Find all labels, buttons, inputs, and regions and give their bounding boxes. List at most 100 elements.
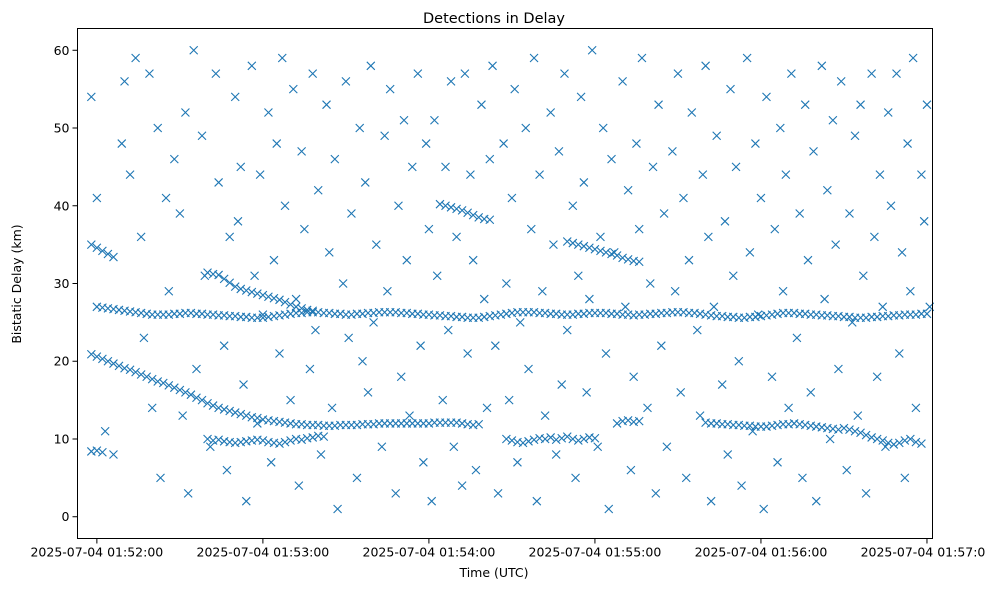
data-point <box>535 170 544 180</box>
data-point <box>239 380 248 389</box>
data-point <box>513 457 522 467</box>
data-point <box>477 100 486 110</box>
data-point <box>759 504 769 514</box>
data-point <box>230 408 240 417</box>
data-point <box>427 496 437 506</box>
data-point <box>330 154 340 164</box>
data-point <box>850 131 860 141</box>
data-point <box>762 92 771 102</box>
data-point <box>623 185 633 195</box>
data-point <box>471 465 481 475</box>
data-point <box>767 372 777 382</box>
data-point <box>286 395 295 405</box>
data-point <box>280 437 290 447</box>
data-point <box>839 423 849 433</box>
data-point <box>200 271 210 281</box>
data-point <box>806 387 816 397</box>
data-point <box>861 489 871 498</box>
data-point <box>175 209 185 218</box>
data-point <box>809 146 818 156</box>
data-point <box>612 419 622 428</box>
data-point <box>701 61 710 71</box>
data-point <box>109 252 118 262</box>
data-point <box>886 201 896 211</box>
data-point <box>205 442 215 452</box>
data-point <box>98 447 107 457</box>
data-point <box>131 53 140 63</box>
data-point <box>626 465 636 475</box>
data-point <box>889 440 899 449</box>
data-point <box>601 349 611 358</box>
data-point <box>598 123 608 133</box>
data-point <box>269 293 279 303</box>
data-point <box>540 411 550 421</box>
data-point <box>103 356 113 366</box>
data-point <box>441 162 450 172</box>
data-point <box>687 108 697 117</box>
data-point <box>183 489 193 498</box>
data-point <box>255 170 265 180</box>
data-point <box>338 279 348 288</box>
data-point <box>651 489 661 498</box>
data-point <box>258 436 268 445</box>
data-markers <box>86 45 935 514</box>
data-point <box>792 333 802 343</box>
data-point <box>582 387 592 397</box>
data-point <box>369 317 378 327</box>
data-point <box>659 209 669 218</box>
data-point <box>751 139 760 148</box>
data-point <box>524 436 533 446</box>
data-point <box>726 84 735 94</box>
data-point <box>446 76 456 86</box>
data-point <box>670 286 680 296</box>
data-point <box>775 123 785 133</box>
data-point <box>634 416 644 426</box>
data-point <box>576 92 586 102</box>
data-point <box>781 170 791 180</box>
data-point <box>457 206 467 215</box>
data-point <box>676 387 686 397</box>
data-point <box>737 481 746 491</box>
data-point <box>861 430 871 440</box>
data-point <box>778 286 788 296</box>
data-point <box>468 255 478 265</box>
data-point <box>225 232 235 242</box>
data-point <box>681 473 691 483</box>
data-point <box>883 108 893 117</box>
data-point <box>856 100 865 110</box>
data-point <box>562 325 572 335</box>
data-point <box>385 84 395 94</box>
data-point <box>872 372 882 382</box>
data-point <box>92 446 102 456</box>
data-point <box>654 100 663 110</box>
data-point <box>894 349 904 358</box>
data-point <box>596 246 605 256</box>
data-point <box>100 426 110 436</box>
data-point <box>311 325 320 335</box>
data-point <box>117 139 127 148</box>
data-point <box>479 294 489 304</box>
x-axis: 2025-07-04 01:52:00 2025-07-04 01:53:00 20… <box>30 538 986 560</box>
data-point <box>847 317 857 327</box>
y-tick-label: 10 <box>54 431 70 446</box>
data-point <box>181 387 190 397</box>
data-point <box>186 390 196 400</box>
data-point <box>109 359 118 368</box>
data-point <box>706 496 716 506</box>
data-point <box>360 178 370 187</box>
data-point <box>269 255 279 265</box>
y-tick-label: 60 <box>54 43 70 58</box>
data-point <box>811 496 821 506</box>
data-point <box>853 411 863 421</box>
data-point <box>156 473 165 483</box>
x-axis-title: Time (UTC) <box>458 565 528 580</box>
data-point <box>618 76 627 86</box>
data-point <box>98 354 107 364</box>
data-point <box>277 53 287 63</box>
data-point <box>820 294 829 304</box>
data-point <box>86 240 96 250</box>
data-point <box>875 170 885 180</box>
data-point <box>878 302 888 312</box>
data-point <box>573 271 583 281</box>
data-point <box>214 403 224 413</box>
